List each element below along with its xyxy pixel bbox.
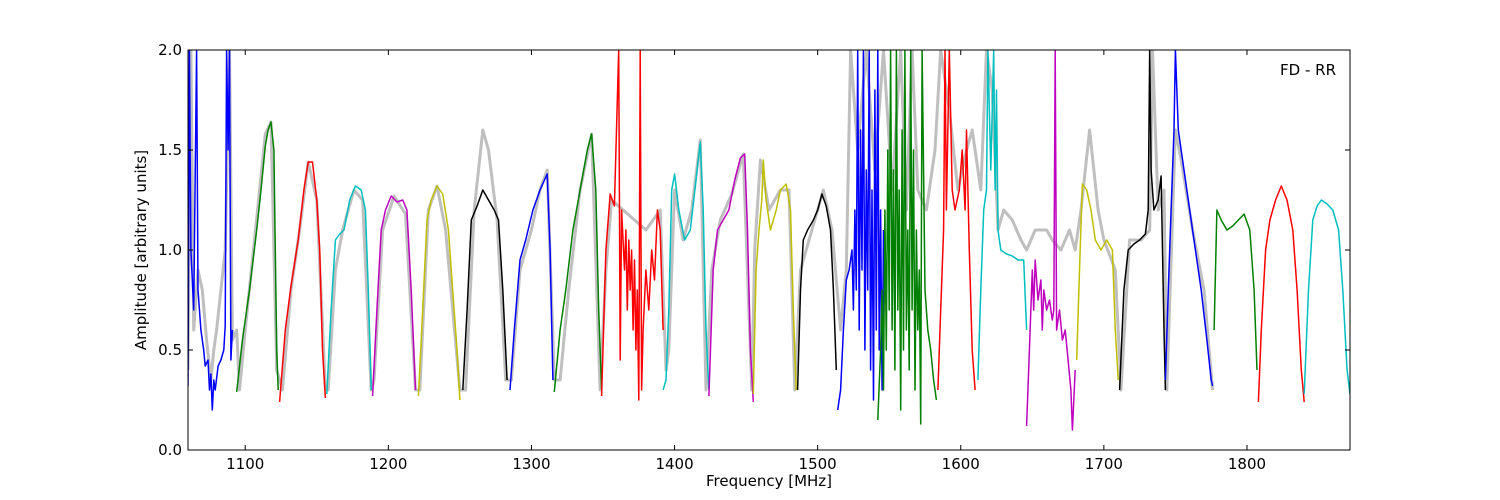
series-line-22: [1164, 50, 1214, 387]
series-line-10: [600, 50, 664, 401]
series-line-19: [1025, 50, 1076, 431]
background-trace-layer: [188, 50, 1215, 392]
x-axis-label: Frequency [MHz]: [706, 472, 832, 490]
series-line-1: [188, 50, 234, 411]
x-tick-label: 1800: [1228, 455, 1266, 473]
series-line-24: [1257, 185, 1305, 403]
series-line-20: [1075, 183, 1119, 381]
series-layer: [188, 50, 1350, 431]
x-tick-label: 1100: [226, 455, 264, 473]
plot-frame: [187, 49, 1351, 451]
y-tick-label: 0.0: [158, 441, 182, 459]
series-line-6: [417, 185, 461, 401]
background-trace: [188, 50, 1215, 392]
y-tick-label: 1.0: [158, 241, 182, 259]
series-line-5: [371, 195, 417, 397]
series-line-2: [235, 121, 279, 393]
series-line-9: [553, 133, 603, 393]
series-line-23: [1213, 209, 1258, 371]
series-line-16: [877, 50, 938, 425]
series-line-17: [937, 50, 976, 391]
x-axis: 1100 1200 1300 1400 1500 1600 1700 1800: [226, 50, 1266, 473]
y-tick-label: 1.5: [158, 141, 182, 159]
x-tick-label: 1500: [799, 455, 837, 473]
series-line-3: [278, 161, 327, 403]
x-tick-label: 1700: [1085, 455, 1123, 473]
y-axis: 0.0 0.5 1.0 1.5 2.0: [158, 41, 1350, 459]
series-line-21: [1118, 50, 1167, 391]
y-tick-label: 2.0: [158, 41, 182, 59]
series-line-25: [1303, 199, 1350, 395]
x-tick-label: 1200: [369, 455, 407, 473]
series-line-11: [662, 141, 710, 391]
series-line-18: [977, 50, 1028, 381]
y-axis-label: Amplitude [arbitrary units]: [132, 150, 150, 350]
series-line-7: [462, 189, 508, 391]
x-tick-label: 1400: [655, 455, 693, 473]
x-tick-label: 1300: [512, 455, 550, 473]
plot-annotation: FD - RR: [1280, 61, 1336, 79]
series-line-12: [708, 153, 755, 403]
series-line-15: [836, 50, 885, 411]
x-tick-label: 1600: [942, 455, 980, 473]
y-tick-label: 0.5: [158, 341, 182, 359]
series-line-13: [752, 159, 797, 395]
series-line-14: [796, 193, 838, 391]
series-line-8: [509, 173, 554, 391]
series-line-4: [326, 185, 372, 395]
